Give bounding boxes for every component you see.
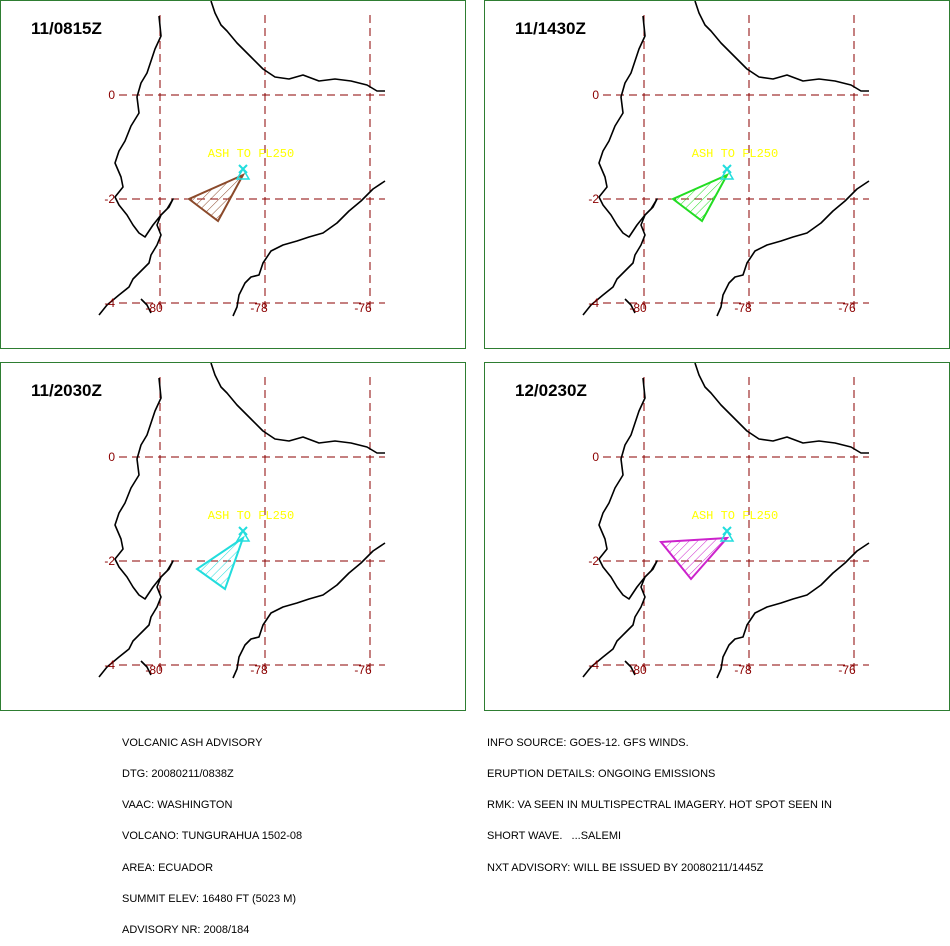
latitude-label: -2 bbox=[104, 192, 115, 206]
coastline bbox=[694, 1, 869, 92]
forecast-panel: 0 -2 -4 -80 -78 -76 ASH TO FL250 11/0815Z bbox=[0, 0, 466, 349]
footer-line: SHORT WAVE. ...SALEMI bbox=[487, 830, 622, 843]
volcano-marker bbox=[238, 164, 248, 174]
longitude-label: -78 bbox=[734, 301, 752, 315]
longitude-label: -76 bbox=[354, 301, 372, 315]
coastline bbox=[582, 377, 658, 678]
coastline bbox=[210, 1, 385, 92]
footer-line: RMK: VA SEEN IN MULTISPECTRAL IMAGERY. H… bbox=[487, 799, 832, 812]
volcano-icon bbox=[235, 529, 251, 542]
coastline bbox=[582, 15, 658, 316]
volcano-marker bbox=[238, 526, 248, 536]
ash-map: 0 -2 -4 -80 -78 -76 ASH TO FL250 bbox=[98, 363, 386, 679]
coastline bbox=[624, 660, 636, 676]
advisory-header-block: VOLCANIC ASH ADVISORY DTG: 20080211/0838… bbox=[122, 717, 302, 946]
longitude-label: -78 bbox=[250, 663, 268, 677]
footer-line: INFO SOURCE: GOES-12. GFS WINDS. bbox=[487, 736, 689, 749]
panel-time-label: 11/2030Z bbox=[31, 381, 102, 400]
longitude-label: -80 bbox=[145, 663, 163, 677]
ash-level-label: ASH TO FL250 bbox=[692, 509, 778, 523]
footer-line: VAAC: WASHINGTON bbox=[122, 799, 233, 812]
latitude-label: -2 bbox=[104, 554, 115, 568]
coastline bbox=[716, 180, 870, 317]
latitude-label: -2 bbox=[588, 192, 599, 206]
longitude-label: -76 bbox=[838, 301, 856, 315]
longitude-label: -80 bbox=[629, 301, 647, 315]
latitude-label: -4 bbox=[588, 658, 599, 672]
volcano-icon bbox=[719, 529, 735, 542]
footer-line: VOLCANIC ASH ADVISORY bbox=[122, 736, 263, 749]
footer-line: DTG: 20080211/0838Z bbox=[122, 768, 234, 781]
ash-level-label: ASH TO FL250 bbox=[208, 509, 294, 523]
volcano-marker bbox=[722, 164, 732, 174]
latitude-label: 0 bbox=[108, 88, 115, 102]
volcano-icon bbox=[235, 167, 251, 180]
ash-cloud-polygon bbox=[187, 172, 246, 223]
coastline bbox=[210, 363, 385, 454]
longitude-label: -78 bbox=[734, 663, 752, 677]
longitude-label: -78 bbox=[250, 301, 268, 315]
forecast-panel: 0 -2 -4 -80 -78 -76 ASH TO FL250 12/0230Z bbox=[484, 362, 950, 711]
longitude-label: -80 bbox=[145, 301, 163, 315]
footer-line: ERUPTION DETAILS: ONGOING EMISSIONS bbox=[487, 768, 716, 781]
longitude-label: -80 bbox=[629, 663, 647, 677]
ash-level-label: ASH TO FL250 bbox=[208, 147, 294, 161]
forecast-panel: 0 -2 -4 -80 -78 -76 ASH TO FL250 11/2030Z bbox=[0, 362, 466, 711]
ash-cloud-polygon bbox=[671, 172, 730, 223]
coastline bbox=[694, 363, 869, 454]
latitude-label: -2 bbox=[588, 554, 599, 568]
latitude-label: 0 bbox=[592, 88, 599, 102]
latitude-label: -4 bbox=[588, 296, 599, 310]
latitude-label: -4 bbox=[104, 658, 115, 672]
latitude-label: -4 bbox=[104, 296, 115, 310]
coastline bbox=[716, 542, 870, 679]
coastline bbox=[232, 180, 386, 317]
footer-line: SUMMIT ELEV: 16480 FT (5023 M) bbox=[122, 892, 297, 905]
forecast-panel: 0 -2 -4 -80 -78 -76 ASH TO FL250 11/1430Z bbox=[484, 0, 950, 349]
footer-line: ADVISORY NR: 2008/184 bbox=[122, 924, 250, 937]
coastline bbox=[624, 298, 636, 314]
latitude-label: 0 bbox=[592, 450, 599, 464]
coastline bbox=[98, 15, 174, 316]
ash-cloud-polygon bbox=[195, 535, 245, 591]
coastline bbox=[140, 660, 152, 676]
panel-time-label: 11/1430Z bbox=[515, 19, 586, 38]
latitude-label: 0 bbox=[108, 450, 115, 464]
ash-level-label: ASH TO FL250 bbox=[692, 147, 778, 161]
coastline bbox=[98, 377, 174, 678]
ash-map: 0 -2 -4 -80 -78 -76 ASH TO FL250 bbox=[582, 363, 870, 679]
volcano-marker bbox=[722, 526, 732, 536]
ash-cloud-polygon bbox=[658, 536, 730, 581]
coastline bbox=[140, 298, 152, 314]
footer-line: AREA: ECUADOR bbox=[122, 861, 214, 874]
volcano-icon bbox=[719, 167, 735, 180]
coastline bbox=[232, 542, 386, 679]
longitude-label: -76 bbox=[354, 663, 372, 677]
ash-map: 0 -2 -4 -80 -78 -76 ASH TO FL250 bbox=[582, 1, 870, 317]
ash-map: 0 -2 -4 -80 -78 -76 ASH TO FL250 bbox=[98, 1, 386, 317]
footer-line: VOLCANO: TUNGURAHUA 1502-08 bbox=[122, 830, 303, 843]
footer-line: NXT ADVISORY: WILL BE ISSUED BY 20080211… bbox=[487, 861, 764, 874]
advisory-remarks-block: INFO SOURCE: GOES-12. GFS WINDS. ERUPTIO… bbox=[487, 717, 832, 883]
panel-time-label: 11/0815Z bbox=[31, 19, 102, 38]
panel-time-label: 12/0230Z bbox=[515, 381, 587, 400]
longitude-label: -76 bbox=[838, 663, 856, 677]
